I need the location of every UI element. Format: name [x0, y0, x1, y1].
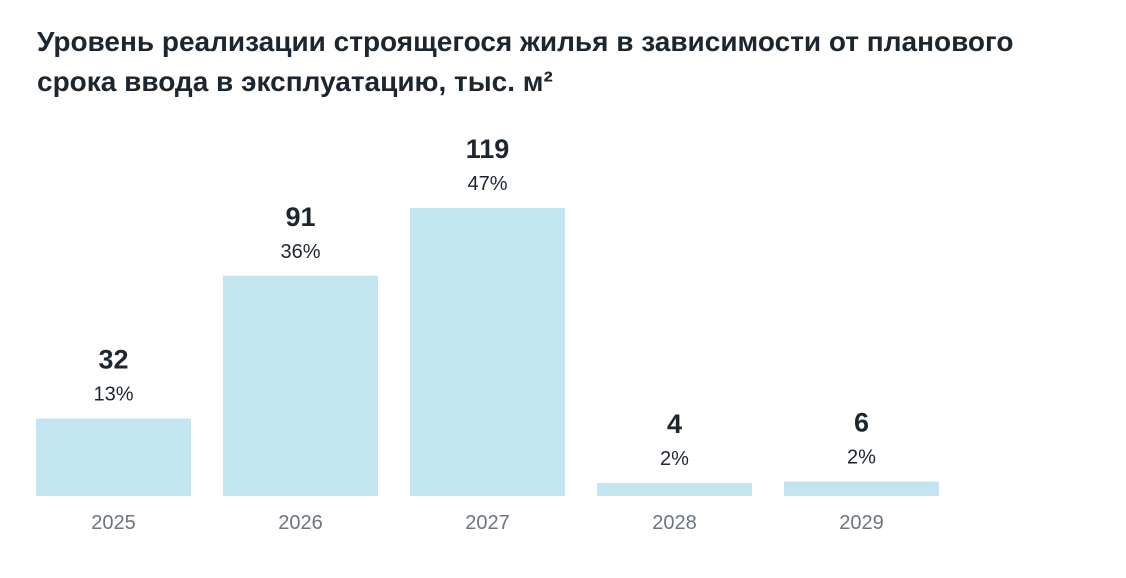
- labels-layer: 13% 32 36% 91 47% 119 2% 4 2% 6: [93, 134, 876, 470]
- bar-share-label: 13%: [93, 384, 133, 406]
- x-tick-label: 2025: [91, 512, 136, 534]
- bar-share-label: 47%: [467, 173, 507, 195]
- bar-share-label: 2%: [660, 448, 689, 470]
- bars-layer: [36, 208, 939, 496]
- bar-value-label: 6: [854, 407, 869, 437]
- ticks-layer: 2025 2026 2027 2028 2029: [91, 512, 884, 534]
- bar-value-label: 119: [466, 134, 510, 164]
- bar-value-label: 4: [667, 409, 682, 439]
- bar-share-label: 36%: [280, 241, 320, 263]
- chart-title: Уровень реализации строящегося жилья в з…: [37, 26, 1014, 97]
- bar-share-label: 2%: [847, 446, 876, 468]
- bar-2027: [410, 208, 565, 496]
- x-tick-label: 2028: [652, 512, 697, 534]
- x-tick-label: 2029: [839, 512, 884, 534]
- bar-2029: [784, 481, 939, 496]
- bar-2028: [597, 483, 752, 496]
- x-tick-label: 2026: [278, 512, 323, 534]
- bar-2026: [223, 275, 378, 496]
- x-tick-label: 2027: [465, 512, 510, 534]
- bar-value-label: 91: [285, 202, 315, 232]
- bar-2025: [36, 418, 191, 496]
- bar-value-label: 32: [98, 345, 128, 375]
